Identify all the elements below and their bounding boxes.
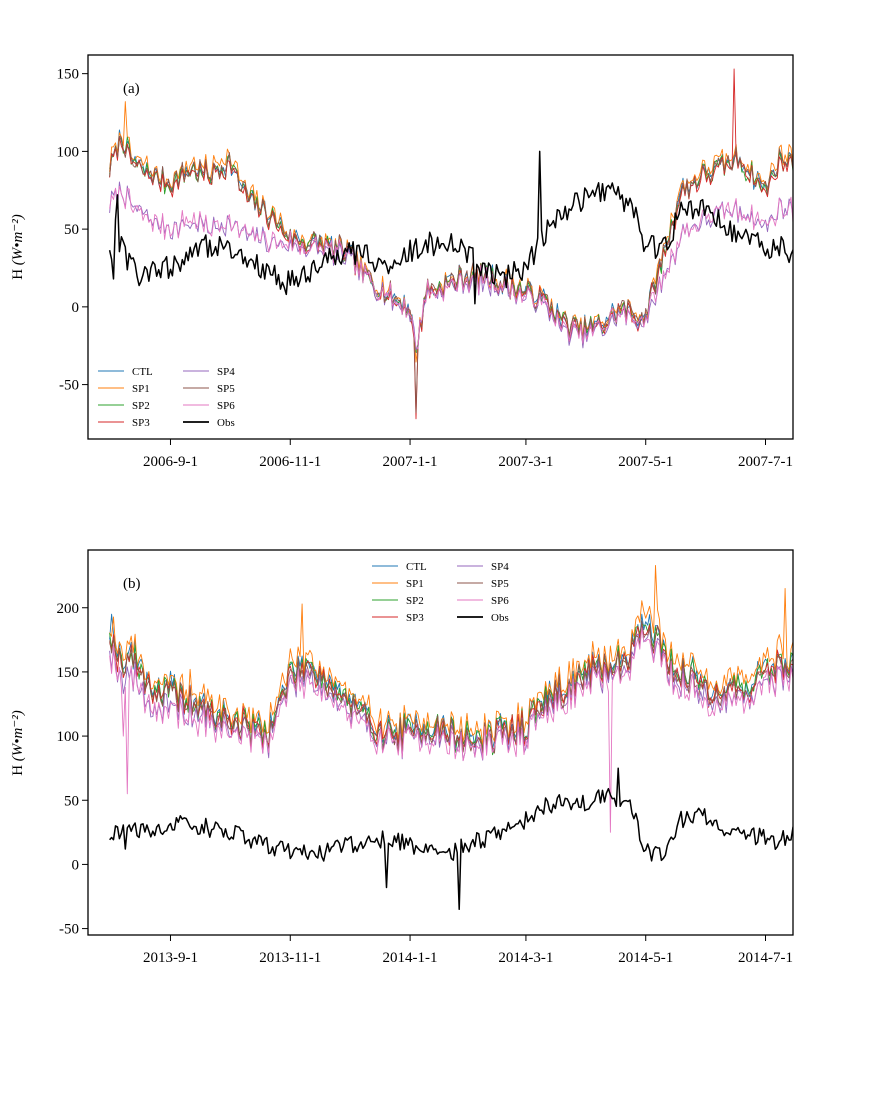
panel-b-label: (b) [123,576,141,592]
series-obs-line [109,767,793,911]
series-sp1-line [109,101,793,363]
legend-label: SP2 [406,595,424,607]
y-tick-label: 150 [57,665,80,681]
panel-b: -50 0 50 100 150 200 2013-9-1 2013-11-1 2014-1-… [10,549,794,966]
panel-a-x-axis: 2006-9-1 2006-11-1 2007-1-1 2007-3-1 2007-5-… [143,439,793,470]
series-sp6-line [109,627,793,833]
legend-label: CTL [132,366,153,378]
legend-label: SP6 [217,400,235,412]
legend-item-obs: Obs [457,612,509,624]
panel-a-series [108,68,793,420]
legend-item-sp5: SP5 [183,383,235,395]
legend-label: SP5 [217,383,235,395]
x-tick-label: 2007-7-1 [738,454,793,470]
legend-item-sp2: SP2 [98,400,150,412]
y-tick-label: -50 [59,922,79,938]
legend-label: Obs [217,417,235,429]
legend-label: SP5 [491,578,509,590]
panel-b-ylabel: H (W•m⁻²) [10,710,26,776]
y-tick-label: 50 [64,222,79,238]
panel-a-y-axis: -50 0 50 100 150 [57,67,88,394]
x-tick-label: 2014-3-1 [498,950,553,966]
legend-label: SP1 [406,578,424,590]
panel-b-frame [87,549,794,936]
x-tick-label: 2013-11-1 [259,950,321,966]
legend-item-sp2: SP2 [372,595,424,607]
legend-item-ctl: CTL [372,561,427,573]
x-tick-label: 2014-5-1 [618,950,673,966]
y-tick-label: 50 [64,793,79,809]
y-tick-label: 100 [57,144,80,160]
legend-item-ctl: CTL [98,366,153,378]
x-tick-label: 2006-11-1 [259,454,321,470]
panel-a-legend: CTL SP1 SP2 SP3 SP4 SP5 SP6 Obs [98,366,235,429]
x-tick-label: 2007-3-1 [498,454,553,470]
panel-a-frame [87,54,794,440]
legend-label: SP2 [132,400,150,412]
legend-label: Obs [491,612,509,624]
x-tick-label: 2007-1-1 [383,454,438,470]
legend-item-sp4: SP4 [457,561,509,573]
y-tick-label: 0 [72,857,80,873]
legend-label: SP3 [132,417,150,429]
x-tick-label: 2013-9-1 [143,950,198,966]
legend-item-sp3: SP3 [98,417,150,429]
legend-item-sp4: SP4 [183,366,235,378]
x-tick-label: 2014-7-1 [738,950,793,966]
panel-b-x-axis: 2013-9-1 2013-11-1 2014-1-1 2014-3-1 2014-5-… [143,935,793,966]
panel-a-ylabel: H (W•m⁻²) [10,214,26,280]
series-obs-line [108,150,793,305]
legend-label: SP1 [132,383,150,395]
series-sp5-line [109,135,793,414]
legend-label: SP3 [406,612,424,624]
series-sp5-line [109,620,793,756]
y-tick-label: -50 [59,378,79,394]
legend-label: CTL [406,561,427,573]
panel-b-ylabel-symbol: H [10,765,26,776]
panel-b-ylabel-unit: (W•m⁻²) [10,710,26,761]
panel-b-y-axis: -50 0 50 100 150 200 [57,601,88,938]
legend-label: SP6 [491,595,509,607]
legend-item-sp3: SP3 [372,612,424,624]
panel-a-label: (a) [123,81,140,97]
panel-b-series [109,564,793,911]
legend-item-sp1: SP1 [98,383,150,395]
legend-item-sp5: SP5 [457,578,509,590]
y-tick-label: 100 [57,729,80,745]
y-tick-label: 0 [72,300,80,316]
y-tick-label: 150 [57,67,80,83]
legend-item-sp1: SP1 [372,578,424,590]
series-sp1-line [109,564,793,747]
legend-item-sp6: SP6 [183,400,235,412]
x-tick-label: 2006-9-1 [143,454,198,470]
legend-label: SP4 [491,561,509,573]
x-tick-label: 2014-1-1 [383,950,438,966]
legend-item-obs: Obs [183,417,235,429]
legend-item-sp6: SP6 [457,595,509,607]
panel-a-ylabel-unit: (W•m⁻²) [10,214,26,265]
legend-label: SP4 [217,366,235,378]
x-tick-label: 2007-5-1 [618,454,673,470]
y-tick-label: 200 [57,601,80,617]
panel-a-ylabel-symbol: H [10,269,26,280]
panel-b-legend: CTL SP1 SP2 SP3 SP4 SP5 SP6 Obs [372,561,509,624]
